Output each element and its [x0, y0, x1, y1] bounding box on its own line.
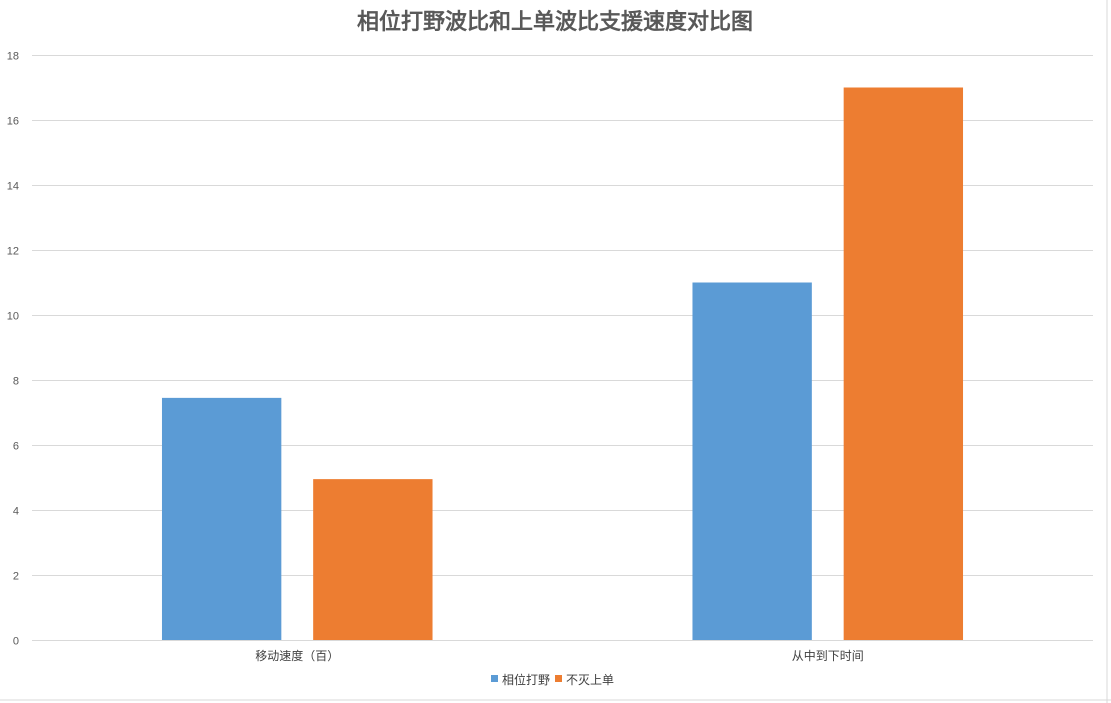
bar-series-1-cat-1 [843, 87, 964, 640]
y-tick-label: 16 [7, 116, 19, 128]
bars [161, 87, 964, 640]
bar-series-0-cat-0 [161, 397, 282, 640]
legend-label: 不灭上单 [566, 673, 614, 687]
y-tick-label: 18 [7, 51, 19, 63]
legend-swatch [555, 675, 562, 682]
legend-swatch [491, 675, 498, 682]
x-category-label: 从中到下时间 [792, 648, 864, 663]
y-tick-label: 8 [13, 376, 19, 388]
x-axis-categories: 移动速度（百） 从中到下时间 [255, 648, 864, 663]
y-tick-label: 4 [13, 506, 19, 518]
bar-series-1-cat-0 [313, 479, 433, 640]
chart-title: 相位打野波比和上单波比支援速度对比图 [357, 9, 753, 35]
x-category-label: 移动速度（百） [255, 648, 339, 663]
y-tick-label: 2 [13, 571, 19, 583]
y-tick-label: 12 [7, 246, 19, 258]
legend-label: 相位打野 [502, 672, 550, 687]
legend: 相位打野 不灭上单 [491, 672, 614, 687]
y-axis-ticks: 0 2 4 6 8 10 12 14 16 18 [7, 51, 19, 648]
bar-series-0-cat-1 [692, 282, 812, 640]
y-tick-label: 14 [7, 181, 19, 193]
y-tick-label: 6 [13, 441, 19, 453]
y-tick-label: 10 [7, 311, 19, 323]
y-tick-label: 0 [13, 636, 19, 648]
